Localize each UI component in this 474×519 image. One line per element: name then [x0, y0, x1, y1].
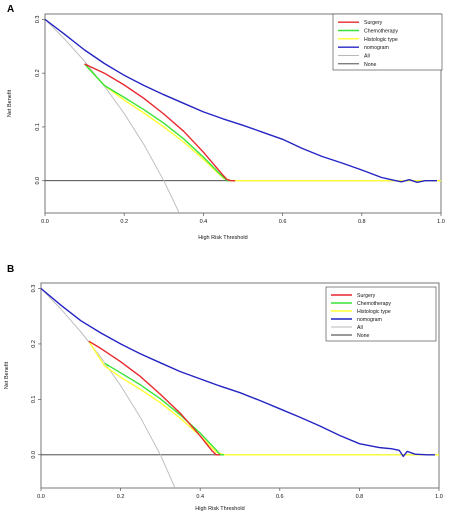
series-line-nomogram: [41, 287, 435, 458]
legend-label-histologic-type: Histologic type: [357, 309, 391, 315]
legend-label-all: All: [364, 54, 370, 60]
x-tick-label: 1.0: [437, 219, 445, 225]
x-tick-label: 0.4: [196, 494, 204, 500]
series-line-histologic-type: [88, 340, 439, 456]
y-axis-label: Net Benefit: [4, 361, 10, 389]
y-axis-label: Net Benefit: [7, 89, 13, 117]
x-tick-label: 0.2: [120, 219, 128, 225]
decision-curve-chart-b: B 0.0 0.2 0.4 0.6 0.8 1.0 0.0 0.1 0.2 0.3 High Risk…: [4, 264, 443, 512]
plot-frame: [44, 13, 442, 214]
y-tick-label: 0.1: [31, 396, 37, 404]
legend-label-nomogram: nomogram: [364, 45, 389, 51]
series-line-surgery: [84, 63, 236, 182]
legend-label-histologic-type: Histologic type: [364, 37, 398, 43]
decision-curve-chart-a: A 0.0 0.2 0.4 0.6 0.8 1.0 0.0 0.1 0.2 0.3 High Risk…: [7, 4, 445, 241]
panel-b: B 0.0 0.2 0.4 0.6 0.8 1.0 0.0 0.1 0.2 0.3 High Risk…: [0, 259, 474, 519]
y-tick-label: 0.3: [31, 285, 37, 293]
x-tick-label: 1.0: [435, 494, 443, 500]
series-line-nomogram: [45, 18, 437, 184]
series-line-histologic-type: [84, 63, 441, 182]
legend-box: [325, 286, 437, 342]
y-tick-label: 0.3: [35, 16, 41, 24]
legend-label-nomogram: nomogram: [357, 317, 382, 323]
x-tick-label: 0.0: [37, 494, 45, 500]
legend-label-none: None: [364, 62, 377, 68]
panel-label: B: [7, 264, 14, 275]
series-line-chemotherapy: [104, 362, 225, 456]
y-tick-label: 0.0: [35, 177, 41, 185]
legend-label-surgery: Surgery: [357, 293, 376, 299]
legend-label-chemotherapy: Chemotherapy: [364, 29, 398, 35]
y-tick-label: 0.0: [31, 451, 37, 459]
x-tick-label: 0.4: [200, 219, 208, 225]
legend-label-chemotherapy: Chemotherapy: [357, 301, 391, 307]
x-tick-label: 0.6: [279, 219, 287, 225]
x-tick-label: 0.8: [358, 219, 366, 225]
y-tick-label: 0.2: [35, 69, 41, 77]
y-tick-label: 0.1: [35, 123, 41, 131]
series-line-all: [45, 19, 180, 213]
panel-label: A: [7, 4, 14, 15]
legend-label-all: All: [357, 325, 363, 331]
panel-a: A 0.0 0.2 0.4 0.6 0.8 1.0 0.0 0.1 0.2 0.3 High Risk…: [0, 0, 474, 259]
x-axis-label: High Risk Threshold: [198, 235, 247, 241]
x-tick-label: 0.0: [41, 219, 49, 225]
plot-frame: [40, 282, 440, 489]
y-tick-label: 0.2: [31, 340, 37, 348]
x-tick-label: 0.2: [117, 494, 125, 500]
x-axis-label: High Risk Threshold: [195, 506, 244, 512]
legend-label-none: None: [357, 333, 370, 339]
series-line-surgery: [88, 340, 221, 456]
legend-box: [332, 13, 443, 71]
x-tick-label: 0.8: [356, 494, 364, 500]
series-line-all: [41, 288, 176, 488]
x-tick-label: 0.6: [276, 494, 284, 500]
legend-label-surgery: Surgery: [364, 20, 383, 26]
